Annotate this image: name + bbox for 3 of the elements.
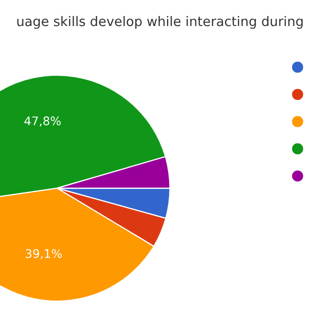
- data-label: 47,8%: [24, 116, 61, 127]
- chart-title: uage skills develop while interacting during: [17, 16, 303, 29]
- data-label: 39,1%: [26, 249, 62, 260]
